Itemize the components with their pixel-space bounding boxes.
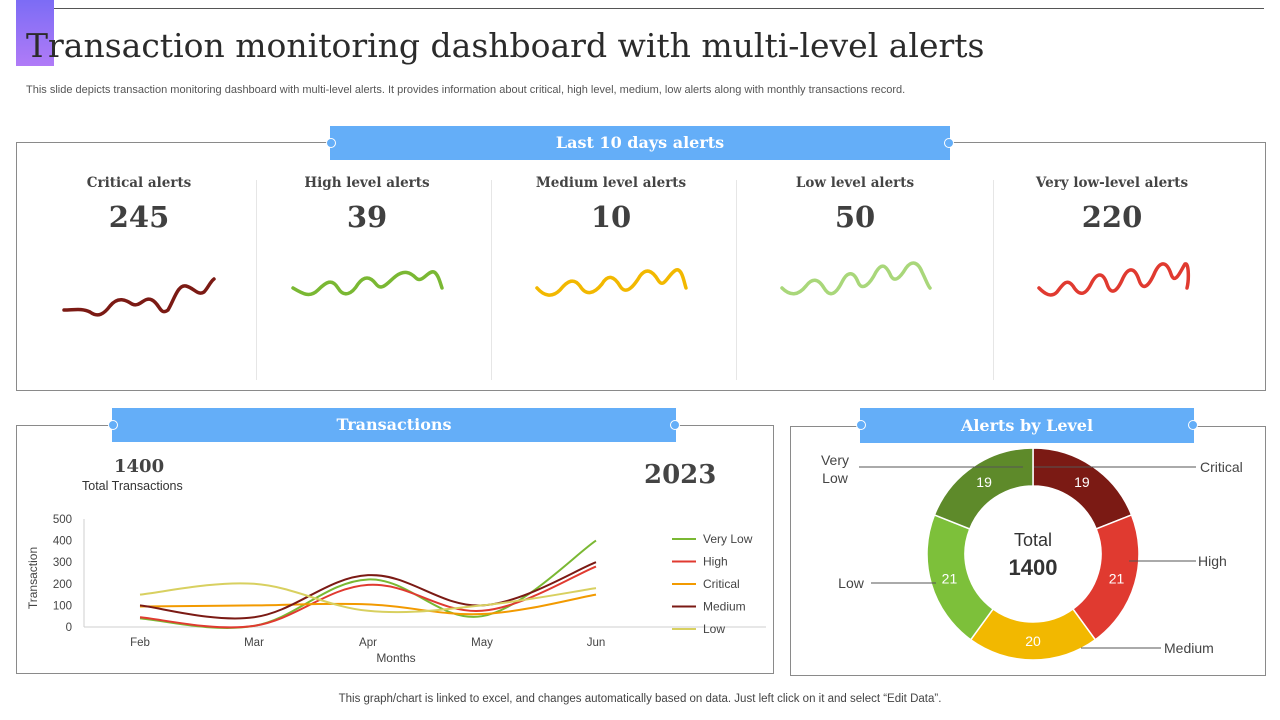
alert-value: 50 (834, 200, 876, 234)
accent-bar (16, 0, 54, 66)
alerts-separator (256, 180, 257, 380)
alert-value: 39 (346, 200, 388, 234)
y-tick-label: 200 (53, 579, 72, 591)
donut-category-label: Very Low (821, 452, 849, 486)
x-tick-label: May (471, 637, 493, 649)
page-title: Transaction monitoring dashboard with mu… (26, 26, 985, 65)
donut-center-label: Total (1014, 530, 1052, 550)
transactions-line-chart: 0 100 200 300 400 500 Feb Mar Apr May Jun Months Tra… (26, 514, 766, 665)
x-tick-label: Feb (130, 637, 150, 649)
sparkline-critical (62, 277, 216, 317)
banner-dot-right (1188, 420, 1198, 430)
y-axis-title: Transaction (26, 547, 40, 609)
donut-slice-low (926, 514, 995, 641)
alert-label: Critical alerts (86, 175, 192, 191)
alert-value: 220 (1081, 200, 1143, 234)
legend-label: Medium (703, 600, 746, 614)
banner-dot-left (856, 420, 866, 430)
year-label: 2023 (644, 460, 717, 490)
page-subtitle: This slide depicts transaction monitorin… (26, 84, 906, 96)
y-tick-label: 300 (53, 557, 72, 569)
donut-slice-value: 19 (976, 474, 992, 490)
alert-label: High level alerts (304, 175, 430, 191)
alerts-separator (736, 180, 737, 380)
x-tick-label: Jun (587, 637, 606, 649)
footer-note: This graph/chart is linked to excel, and… (338, 693, 942, 705)
x-tick-label: Mar (244, 637, 264, 649)
transactions-banner: Transactions (108, 408, 680, 442)
y-tick-label: 0 (66, 622, 72, 634)
series-line-medium (139, 561, 597, 620)
legend-label: Low (703, 622, 725, 636)
banner-dot-right (670, 420, 680, 430)
alert-value: 245 (108, 200, 170, 234)
alert-value: 10 (590, 200, 632, 234)
alert-label: Very low-level alerts (1035, 175, 1189, 191)
total-transactions-label: Total Transactions (82, 479, 183, 493)
donut-slice-very-low (933, 447, 1034, 530)
alerts-banner: Last 10 days alerts (326, 126, 954, 160)
alerts-by-level-banner: Alerts by Level (856, 408, 1198, 443)
series-line-critical (139, 593, 597, 616)
alerts-panel (16, 142, 1266, 391)
alert-medium: Medium level alerts 10 (511, 175, 711, 234)
donut-slice-value: 19 (1074, 474, 1090, 490)
x-axis-title: Months (376, 651, 415, 665)
alerts-banner-label: Last 10 days alerts (555, 133, 725, 152)
sparkline-low (780, 261, 932, 296)
sparkline-high (291, 270, 444, 297)
alert-high: High level alerts 39 (267, 175, 467, 234)
alerts-separator (993, 180, 994, 380)
sparkline-medium (535, 268, 688, 297)
donut-slice-high (1071, 514, 1140, 641)
transactions-panel (16, 425, 774, 674)
donut-category-label: Critical (1200, 459, 1243, 475)
alert-very-low: Very low-level alerts 220 (1012, 175, 1212, 234)
donut-slice-value: 21 (942, 570, 958, 586)
y-tick-label: 100 (53, 600, 72, 612)
alert-low: Low level alerts 50 (755, 175, 955, 234)
alerts-by-level-banner-label: Alerts by Level (960, 416, 1094, 435)
y-tick-label: 500 (53, 514, 72, 526)
donut-center-value: 1400 (1009, 555, 1058, 580)
alert-critical: Critical alerts 245 (39, 175, 239, 234)
alerts-separator (491, 180, 492, 380)
donut-category-label: Low (838, 575, 865, 591)
alert-label: Low level alerts (795, 175, 915, 191)
alert-label: Medium level alerts (535, 175, 687, 191)
y-tick-label: 400 (53, 536, 72, 548)
legend-label: Very Low (703, 532, 753, 546)
legend-label: High (703, 555, 728, 569)
donut-category-label: Medium (1164, 640, 1214, 656)
transactions-banner-label: Transactions (336, 415, 452, 434)
donut-slice-value: 20 (1025, 633, 1041, 649)
total-transactions-value: 1400 (114, 456, 165, 477)
banner-dot-left (326, 138, 336, 148)
banner-dot-right (944, 138, 954, 148)
sparkline-very-low (1037, 262, 1191, 297)
series-line-low (139, 582, 597, 614)
banner-dot-left (108, 420, 118, 430)
top-divider (54, 8, 1264, 9)
x-tick-label: Apr (359, 637, 377, 649)
donut-slice-value: 21 (1109, 570, 1125, 586)
legend-label: Critical (703, 577, 740, 591)
donut-category-label: High (1198, 553, 1227, 569)
